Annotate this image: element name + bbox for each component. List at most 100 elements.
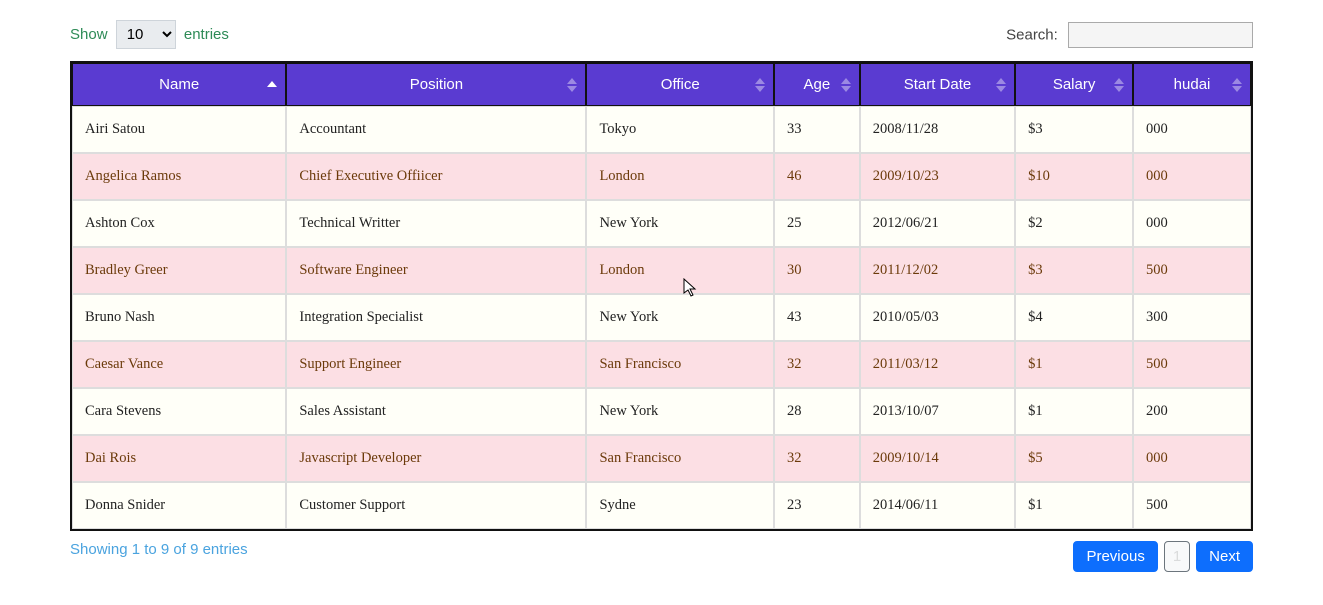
cell-start: 2008/11/28	[860, 106, 1015, 153]
cell-office: New York	[586, 294, 774, 341]
search-label: Search:	[1006, 26, 1058, 43]
table-row[interactable]: Bradley GreerSoftware EngineerLondon3020…	[72, 247, 1251, 294]
cell-salary: $1	[1015, 482, 1133, 529]
search-control: Search:	[1006, 22, 1253, 48]
table-row[interactable]: Caesar VanceSupport EngineerSan Francisc…	[72, 341, 1251, 388]
cell-age: 32	[774, 341, 860, 388]
cell-office: London	[586, 153, 774, 200]
cell-position: Accountant	[286, 106, 586, 153]
cell-salary: $1	[1015, 388, 1133, 435]
sort-icon	[1232, 78, 1242, 92]
cell-salary: $10	[1015, 153, 1133, 200]
table-row[interactable]: Ashton CoxTechnical WritterNew York25201…	[72, 200, 1251, 247]
column-label: Name	[159, 76, 199, 93]
sort-icon	[1114, 78, 1124, 92]
cell-start: 2010/05/03	[860, 294, 1015, 341]
cell-age: 23	[774, 482, 860, 529]
column-label: Salary	[1053, 76, 1096, 93]
table-row[interactable]: Bruno NashIntegration SpecialistNew York…	[72, 294, 1251, 341]
cell-hudai: 300	[1133, 294, 1251, 341]
cell-name: Dai Rois	[72, 435, 286, 482]
cell-office: San Francisco	[586, 341, 774, 388]
cell-position: Support Engineer	[286, 341, 586, 388]
cell-hudai: 200	[1133, 388, 1251, 435]
cell-hudai: 500	[1133, 341, 1251, 388]
cell-position: Customer Support	[286, 482, 586, 529]
cell-salary: $4	[1015, 294, 1133, 341]
cell-position: Integration Specialist	[286, 294, 586, 341]
table-info: Showing 1 to 9 of 9 entries	[70, 541, 248, 558]
cell-salary: $3	[1015, 106, 1133, 153]
page-number-button[interactable]: 1	[1164, 541, 1190, 572]
cell-start: 2011/12/02	[860, 247, 1015, 294]
table-row[interactable]: Donna SniderCustomer SupportSydne232014/…	[72, 482, 1251, 529]
cell-name: Airi Satou	[72, 106, 286, 153]
cell-age: 46	[774, 153, 860, 200]
sort-icon	[755, 78, 765, 92]
page-length-select[interactable]: 102550100	[116, 20, 176, 49]
column-label: Office	[661, 76, 700, 93]
cell-start: 2012/06/21	[860, 200, 1015, 247]
cell-age: 33	[774, 106, 860, 153]
cell-salary: $1	[1015, 341, 1133, 388]
cell-name: Caesar Vance	[72, 341, 286, 388]
sort-icon	[567, 78, 577, 92]
column-label: Start Date	[904, 76, 972, 93]
cell-age: 43	[774, 294, 860, 341]
column-label: hudai	[1174, 76, 1211, 93]
cell-position: Technical Writter	[286, 200, 586, 247]
cell-position: Sales Assistant	[286, 388, 586, 435]
column-header-start[interactable]: Start Date	[860, 63, 1015, 106]
table-row[interactable]: Airi SatouAccountantTokyo332008/11/28$30…	[72, 106, 1251, 153]
column-header-salary[interactable]: Salary	[1015, 63, 1133, 106]
data-table: Name Position Office Age Start Date Salary hud…	[70, 61, 1253, 531]
entries-label: entries	[184, 26, 229, 43]
next-button[interactable]: Next	[1196, 541, 1253, 572]
length-control: Show 102550100 entries	[70, 20, 229, 49]
cell-office: Sydne	[586, 482, 774, 529]
cell-hudai: 000	[1133, 106, 1251, 153]
cell-name: Bruno Nash	[72, 294, 286, 341]
table-row[interactable]: Angelica RamosChief Executive OffiicerLo…	[72, 153, 1251, 200]
cell-hudai: 000	[1133, 153, 1251, 200]
cell-age: 32	[774, 435, 860, 482]
cell-position: Chief Executive Offiicer	[286, 153, 586, 200]
cell-name: Angelica Ramos	[72, 153, 286, 200]
cell-position: Javascript Developer	[286, 435, 586, 482]
cell-name: Cara Stevens	[72, 388, 286, 435]
cell-start: 2014/06/11	[860, 482, 1015, 529]
cell-hudai: 500	[1133, 482, 1251, 529]
cell-start: 2009/10/14	[860, 435, 1015, 482]
table-row[interactable]: Cara StevensSales AssistantNew York28201…	[72, 388, 1251, 435]
cell-salary: $5	[1015, 435, 1133, 482]
cell-hudai: 000	[1133, 200, 1251, 247]
previous-button[interactable]: Previous	[1073, 541, 1157, 572]
cell-age: 30	[774, 247, 860, 294]
table-row[interactable]: Dai RoisJavascript DeveloperSan Francisc…	[72, 435, 1251, 482]
column-header-office[interactable]: Office	[586, 63, 774, 106]
sort-icon	[841, 78, 851, 92]
column-header-position[interactable]: Position	[286, 63, 586, 106]
column-header-name[interactable]: Name	[72, 63, 286, 106]
cell-age: 28	[774, 388, 860, 435]
cell-start: 2011/03/12	[860, 341, 1015, 388]
cell-name: Donna Snider	[72, 482, 286, 529]
sort-icon	[996, 78, 1006, 92]
cell-office: San Francisco	[586, 435, 774, 482]
cell-name: Ashton Cox	[72, 200, 286, 247]
column-header-age[interactable]: Age	[774, 63, 860, 106]
cell-hudai: 000	[1133, 435, 1251, 482]
cell-salary: $3	[1015, 247, 1133, 294]
cell-start: 2013/10/07	[860, 388, 1015, 435]
cell-office: New York	[586, 200, 774, 247]
cell-office: New York	[586, 388, 774, 435]
show-label: Show	[70, 26, 108, 43]
cell-name: Bradley Greer	[72, 247, 286, 294]
cell-position: Software Engineer	[286, 247, 586, 294]
cell-salary: $2	[1015, 200, 1133, 247]
cell-hudai: 500	[1133, 247, 1251, 294]
search-input[interactable]	[1068, 22, 1253, 48]
sort-icon	[267, 81, 277, 89]
cell-office: Tokyo	[586, 106, 774, 153]
column-header-hudai[interactable]: hudai	[1133, 63, 1251, 106]
